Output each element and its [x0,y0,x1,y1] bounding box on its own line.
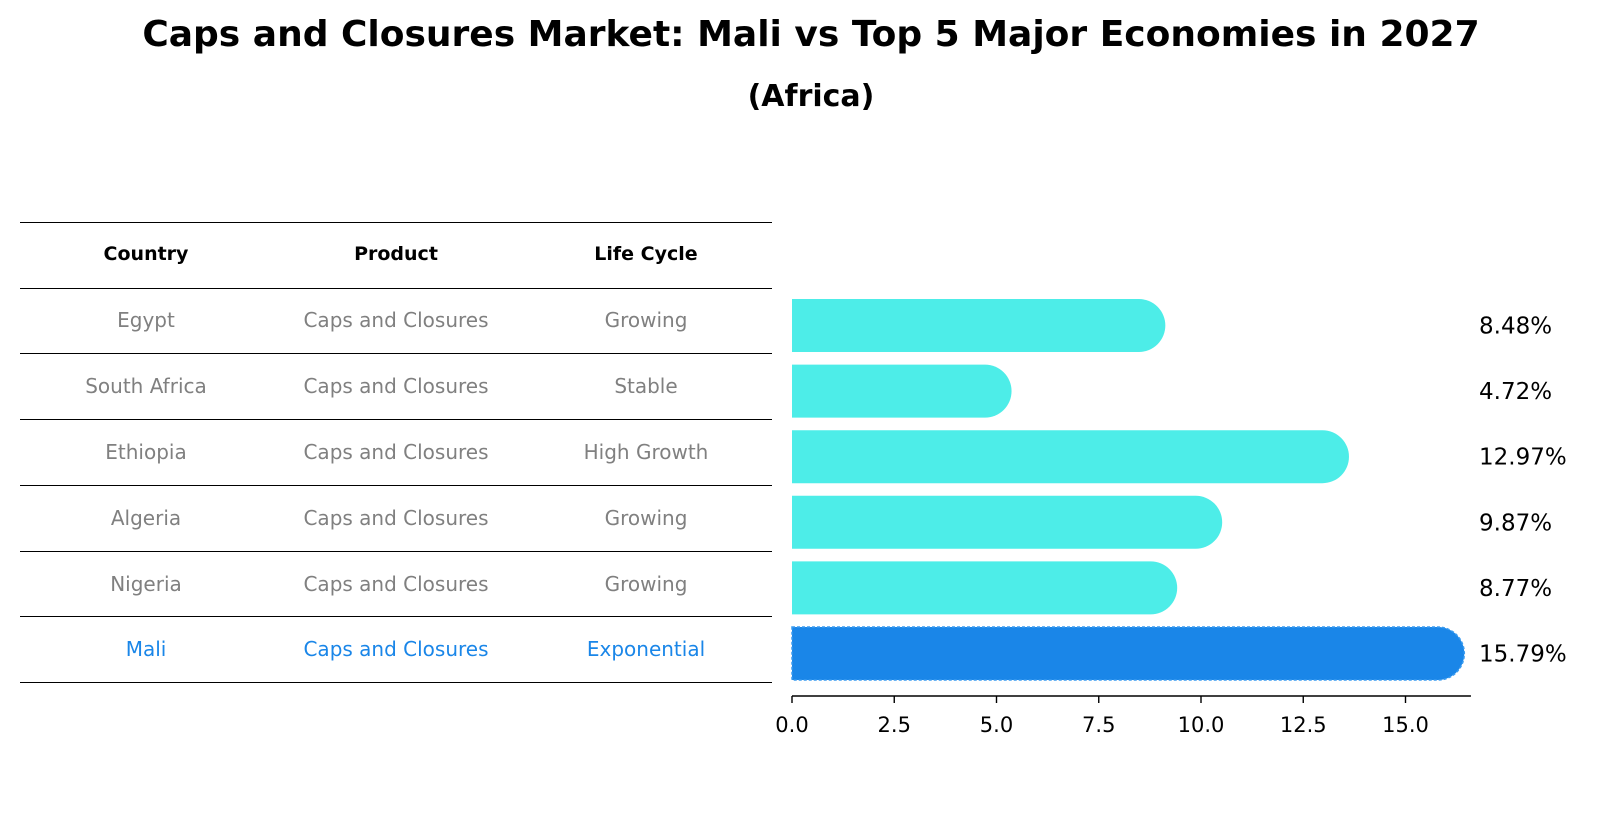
table-rule [20,485,772,486]
x-tick-label: 7.5 [1082,713,1115,737]
header-country: Country [103,243,189,265]
value-label-south-africa: 4.72% [1479,379,1552,405]
x-ticks-group: 0.0 2.5 5.0 7.5 10.0 12.5 15.0 [775,696,1429,737]
bar-ethiopia [792,430,1349,484]
x-tick-label: 0.0 [775,713,808,737]
bar-south-africa [792,364,1012,418]
row-ethiopia-product: Caps and Closures [303,440,489,464]
row-algeria-country: Algeria [110,506,182,530]
value-labels-group: 8.48% 4.72% 12.97% 9.87% 8.77% 15.79% [1479,314,1567,668]
bar-algeria [792,495,1223,549]
table-rule [20,222,772,223]
value-label-algeria: 9.87% [1479,510,1552,536]
x-tick-label: 12.5 [1280,713,1327,737]
row-mali-life-cycle: Exponential [586,637,706,661]
bar-mali [791,626,1466,681]
row-egypt-product: Caps and Closures [303,308,489,332]
x-tick-label: 2.5 [878,713,911,737]
value-label-ethiopia: 12.97% [1479,445,1567,471]
row-mali-product: Caps and Closures [303,637,489,661]
bar-egypt [792,299,1166,352]
row-south-africa-country: South Africa [85,374,207,398]
row-nigeria-product: Caps and Closures [303,572,489,596]
row-mali-country: Mali [125,637,167,661]
bars-group [791,299,1466,681]
row-south-africa-product: Caps and Closures [303,374,489,398]
table-rule [20,288,772,289]
bar-nigeria [792,561,1178,615]
x-tick-label: 15.0 [1382,713,1429,737]
row-nigeria-country: Nigeria [110,572,182,596]
table-rule [20,419,772,420]
table-rule [20,616,772,617]
chart-subtitle: (Africa) [747,79,875,114]
row-nigeria-life-cycle: Growing [604,572,688,596]
table-rule [20,551,772,552]
table-rule [20,353,772,354]
x-tick-label: 10.0 [1178,713,1225,737]
value-label-mali: 15.79% [1479,642,1567,668]
row-egypt-life-cycle: Growing [604,308,688,332]
row-ethiopia-country: Ethiopia [105,440,187,464]
row-egypt-country: Egypt [117,308,175,332]
table-rule [20,682,772,683]
header-product: Product [354,243,438,265]
x-tick-label: 5.0 [980,713,1013,737]
value-label-nigeria: 8.77% [1479,576,1552,602]
row-ethiopia-life-cycle: High Growth [583,440,709,464]
header-life-cycle: Life Cycle [594,243,698,265]
chart-title: Caps and Closures Market: Mali vs Top 5 … [142,14,1480,55]
row-south-africa-life-cycle: Stable [614,374,678,398]
value-label-egypt: 8.48% [1479,314,1552,340]
row-algeria-product: Caps and Closures [303,506,489,530]
row-algeria-life-cycle: Growing [604,506,688,530]
